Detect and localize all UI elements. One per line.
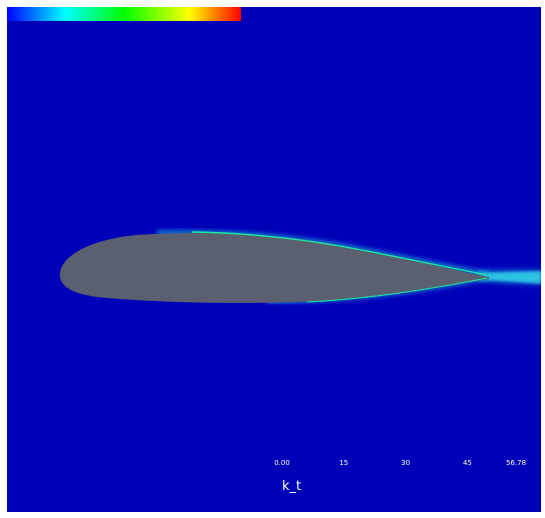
colorbar-tick-label: 45: [462, 459, 472, 467]
wake-core: [485, 271, 541, 284]
colorbar: [7, 7, 241, 21]
colorbar-tick-label: 56.78: [505, 459, 527, 467]
render-viewport[interactable]: 0.00 15 30 45 56.78 k_t: [7, 7, 541, 512]
colorbar-tick-label: 30: [401, 459, 411, 467]
airfoil-body: [59, 232, 489, 303]
upper-edge-accent: [191, 231, 488, 276]
airfoil-scene: [59, 229, 541, 305]
lower-edge-accent: [306, 277, 488, 303]
colorbar-gradient: [7, 7, 241, 21]
colorbar-tick-label: 0.00: [274, 459, 290, 467]
colorbar-title: k_t: [282, 479, 302, 494]
colorbar-tick-label: 15: [339, 459, 349, 467]
